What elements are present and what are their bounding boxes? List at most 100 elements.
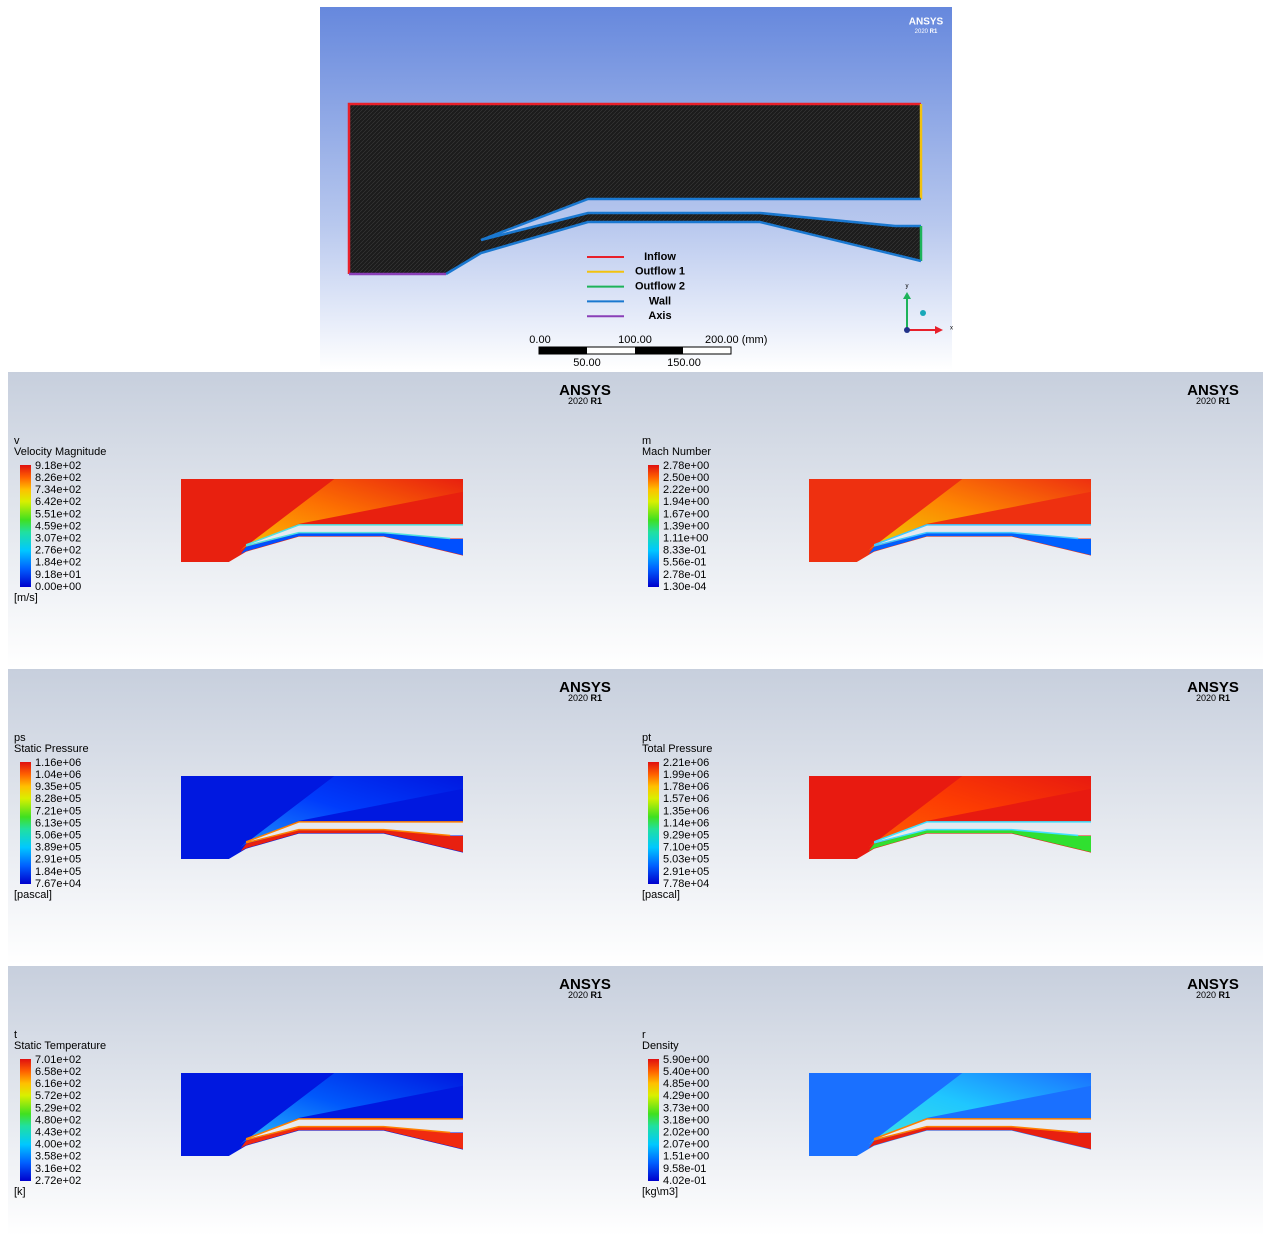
colorbar-label: 2.91e+05 [663,866,709,878]
version: 2020 [915,29,929,35]
colorbar-label: 1.84e+02 [35,557,81,569]
colorbar-label: 5.03e+05 [663,854,709,866]
legend-label: Outflow 2 [635,281,685,293]
colorbar-label: 2.91e+05 [35,854,81,866]
colorbar-label: 4.59e+02 [35,520,81,532]
colorbar-label: 3.16e+02 [35,1163,81,1175]
colorbar-label: 4.29e+00 [663,1090,709,1102]
logo-version: 2020 R1 [915,29,938,35]
colorbar-label: 1.16e+06 [35,757,81,769]
legend-label: Axis [648,310,671,322]
colorbar-label: 6.58e+02 [35,1066,81,1078]
colorbar-label: 9.29e+05 [663,830,709,842]
release: R1 [591,396,603,406]
colorbar-label: 9.18e+02 [35,460,81,472]
scale-bar-segment [539,347,587,354]
release: R1 [591,990,603,1000]
legend-label: Outflow 1 [635,266,685,278]
axis-label: y [906,284,909,290]
scale-bar-segment [635,347,683,354]
release: R1 [591,693,603,703]
colorbar [20,465,31,587]
colorbar [20,1059,31,1181]
colorbar-label: 2.72e+02 [35,1175,81,1187]
colorbar-label: 1.84e+05 [35,866,81,878]
colorbar-label: 5.29e+02 [35,1102,81,1114]
logo-version: 2020 R1 [568,990,602,1000]
colorbar-label: 1.14e+06 [663,817,709,829]
colorbar [648,762,659,884]
variable-title: Density [642,1040,679,1052]
colorbar-label: 9.58e-01 [663,1163,706,1175]
variable-title: Static Pressure [14,743,89,755]
colorbar-label: 5.72e+02 [35,1090,81,1102]
axis-origin [904,327,910,333]
colorbar-label: 7.34e+02 [35,484,81,496]
colorbar-label: 5.06e+05 [35,830,81,842]
colorbar [20,762,31,884]
variable-title: Mach Number [642,446,711,458]
colorbar-label: 6.13e+05 [35,817,81,829]
screen: InflowOutflow 1Outflow 2WallAxisANSYS202… [0,0,1263,1236]
logo-version: 2020 R1 [568,396,602,406]
colorbar-label: 1.39e+00 [663,520,709,532]
version: 2020 [568,396,588,406]
colorbar-label: 2.02e+00 [663,1127,709,1139]
page: InflowOutflow 1Outflow 2WallAxisANSYS202… [0,0,1263,1241]
release: R1 [1219,693,1231,703]
colorbar-label: 1.11e+00 [663,533,708,545]
colorbar-label: 7.01e+02 [35,1054,81,1066]
colorbar-label: 9.18e+01 [35,569,81,581]
colorbar-label: 2.07e+00 [663,1139,709,1151]
legend-label: Inflow [644,251,676,263]
colorbar-label: 5.56e-01 [663,557,706,569]
colorbar-label: 4.85e+00 [663,1078,709,1090]
unit-label: [m/s] [14,592,38,604]
colorbar-label: 5.51e+02 [35,508,81,520]
version: 2020 [1196,396,1216,406]
colorbar-label: 8.26e+02 [35,472,81,484]
version: 2020 [1196,693,1216,703]
colorbar-label: 2.78e+00 [663,460,709,472]
colorbar-label: 1.30e-04 [663,581,706,593]
colorbar-label: 8.33e-01 [663,545,706,557]
unit-label: [pascal] [642,889,680,901]
colorbar-label: 3.73e+00 [663,1102,709,1114]
release: R1 [1219,396,1231,406]
colorbar-label: 6.16e+02 [35,1078,81,1090]
colorbar-label: 9.35e+05 [35,781,81,793]
unit-label: [kg\m3] [642,1186,678,1198]
colorbar-label: 1.99e+06 [663,769,709,781]
logo-version: 2020 R1 [568,693,602,703]
variable-title: Velocity Magnitude [14,446,106,458]
colorbar-label: 4.80e+02 [35,1114,81,1126]
scale-label: 0.00 [529,334,550,346]
colorbar-label: 3.07e+02 [35,533,81,545]
version: 2020 [568,990,588,1000]
colorbar-label: 2.50e+00 [663,472,709,484]
colorbar-label: 1.51e+00 [663,1151,709,1163]
colorbar-label: 3.89e+05 [35,842,81,854]
colorbar-label: 2.22e+00 [663,484,709,496]
logo-version: 2020 R1 [1196,396,1230,406]
variable-title: Total Pressure [642,743,712,755]
logo-version: 2020 R1 [1196,990,1230,1000]
axis-label: x [950,326,953,332]
colorbar-label: 1.04e+06 [35,769,81,781]
variable-title: Static Temperature [14,1040,106,1052]
colorbar-label: 7.21e+05 [35,805,81,817]
logo-version: 2020 R1 [1196,693,1230,703]
colorbar-label: 1.94e+00 [663,496,709,508]
colorbar-label: 6.42e+02 [35,496,81,508]
colorbar-label: 0.00e+00 [35,581,81,593]
colorbar-label: 2.78e-01 [663,569,706,581]
colorbar-label: 7.10e+05 [663,842,709,854]
colorbar-label: 1.78e+06 [663,781,709,793]
scale-label: 100.00 [618,334,652,346]
release: R1 [1219,990,1231,1000]
colorbar [648,465,659,587]
colorbar-label: 3.18e+00 [663,1114,709,1126]
colorbar-label: 1.35e+06 [663,805,709,817]
colorbar-label: 8.28e+05 [35,793,81,805]
colorbar-label: 5.40e+00 [663,1066,709,1078]
